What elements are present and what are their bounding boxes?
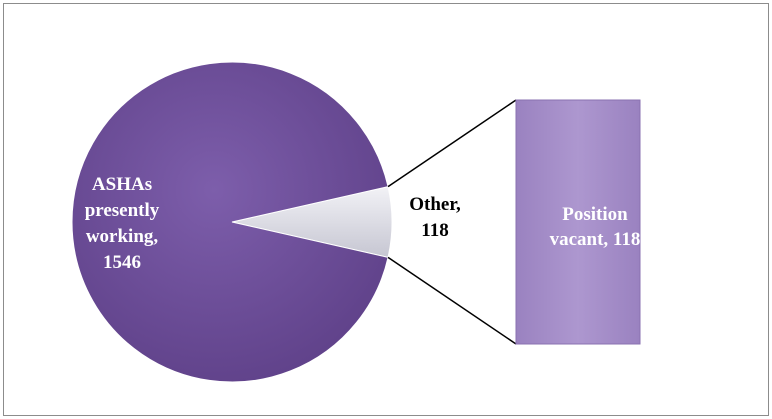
bar-label: Position vacant, 118: [550, 204, 641, 250]
data-label: Other, 118: [409, 194, 461, 241]
connector-line: [387, 256, 517, 345]
pie-slice: [71, 61, 389, 383]
connector-line: [387, 99, 517, 188]
bar-segment: [515, 99, 641, 345]
data-label: ASHAs presently working, 1546: [85, 174, 160, 273]
